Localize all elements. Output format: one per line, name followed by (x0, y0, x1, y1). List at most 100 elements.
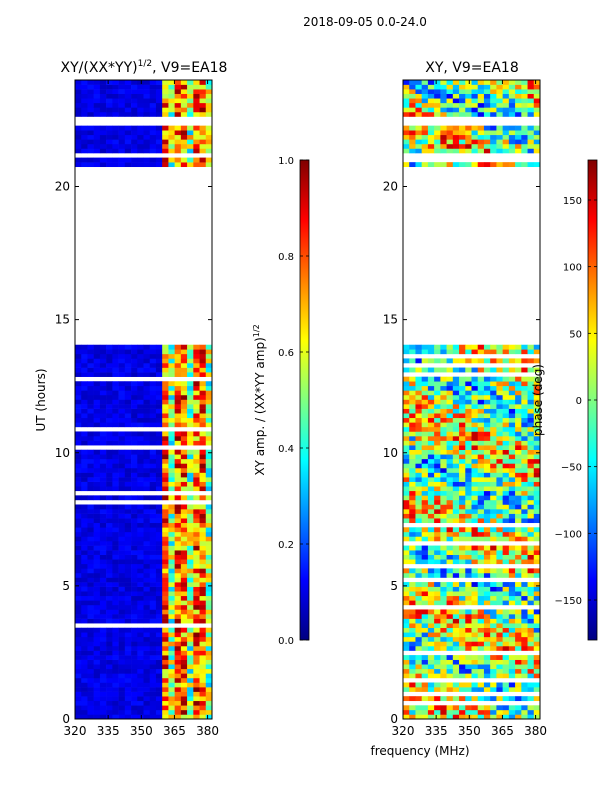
heatmap-cell (149, 404, 157, 409)
heatmap-cell (421, 527, 429, 533)
heatmap-cell (187, 636, 194, 642)
heatmap-cell (471, 641, 479, 647)
heatmap-cell (199, 531, 207, 537)
heatmap-cell (471, 586, 479, 592)
heatmap-cell (483, 600, 491, 606)
heatmap-cell (99, 111, 107, 117)
heatmap-cell (149, 440, 157, 446)
heatmap-cell (446, 687, 454, 692)
heatmap-cell (527, 93, 535, 99)
heatmap-cell (483, 614, 491, 619)
heatmap-cell (149, 650, 157, 656)
heatmap-cell (459, 527, 466, 533)
heatmap-cell (434, 645, 441, 651)
heatmap-cell (471, 513, 479, 519)
heatmap-cell (180, 504, 188, 510)
heatmap-cell (118, 358, 126, 364)
heatmap-cell (112, 417, 119, 423)
heatmap-cell (168, 148, 175, 154)
heatmap-cell (187, 687, 194, 692)
heatmap-cell (75, 714, 82, 720)
heatmap-cell (533, 632, 541, 638)
heatmap-cell (515, 655, 522, 660)
heatmap-cell (205, 614, 213, 619)
heatmap-cell (137, 636, 144, 642)
heatmap-cell (483, 125, 491, 131)
heatmap-cell (99, 705, 107, 711)
heatmap-cell (434, 600, 441, 606)
heatmap-cell (508, 130, 516, 136)
heatmap-cell (187, 531, 194, 537)
heatmap-cell (477, 682, 485, 688)
heatmap-cell (149, 157, 157, 163)
heatmap-cell (149, 84, 157, 90)
heatmap-cell (99, 513, 107, 519)
heatmap-cell (521, 554, 528, 560)
heatmap-cell (403, 586, 410, 592)
heatmap-cell (106, 522, 113, 528)
heatmap-cell (434, 709, 441, 715)
heatmap-cell (87, 477, 94, 482)
heatmap-cell (149, 417, 157, 423)
heatmap-cell (155, 645, 163, 651)
heatmap-cell (502, 458, 510, 464)
heatmap-cell (465, 705, 472, 711)
heatmap-cell (118, 696, 126, 702)
heatmap-cell (533, 417, 541, 423)
heatmap-cell (527, 130, 535, 136)
heatmap-cell (112, 531, 119, 537)
heatmap-cell (421, 344, 429, 350)
heatmap-cell (427, 454, 435, 460)
heatmap-cell (471, 344, 479, 350)
heatmap-cell (93, 595, 101, 601)
heatmap-cell (193, 134, 200, 140)
heatmap-cell (471, 111, 479, 117)
heatmap-cell (118, 449, 126, 455)
heatmap-cell (187, 614, 194, 619)
heatmap-cell (502, 527, 510, 533)
heatmap-cell (118, 440, 126, 446)
heatmap-cell (490, 93, 497, 99)
heatmap-cell (143, 431, 151, 437)
heatmap-cell (409, 641, 416, 647)
heatmap-cell (440, 668, 447, 674)
heatmap-cell (421, 162, 429, 168)
heatmap-cell (174, 353, 182, 359)
heatmap-cell (409, 518, 416, 524)
heatmap-cell (137, 80, 144, 85)
heatmap-cell (193, 93, 200, 99)
heatmap-cell (427, 404, 435, 409)
heatmap-cell (496, 344, 503, 350)
heatmap-cell (409, 572, 416, 578)
heatmap-cell (174, 472, 182, 478)
heatmap-cell (465, 572, 472, 578)
heatmap-cell (106, 84, 113, 90)
heatmap-cell (137, 595, 144, 601)
heatmap-cell (124, 413, 132, 419)
heatmap-cell (415, 682, 422, 688)
heatmap-cell (118, 385, 126, 391)
heatmap-cell (527, 404, 535, 409)
colorbar-tick-label: −100 (555, 529, 582, 540)
heatmap-cell (471, 486, 479, 492)
heatmap-cell (533, 143, 541, 149)
heatmap-cell (459, 641, 466, 647)
heatmap-cell (75, 80, 82, 85)
heatmap-cell (149, 394, 157, 400)
heatmap-cell (434, 381, 441, 387)
heatmap-cell (452, 436, 460, 441)
heatmap-cell (502, 93, 510, 99)
heatmap-cell (446, 595, 454, 601)
heatmap-cell (403, 344, 410, 350)
heatmap-cell (496, 454, 503, 460)
heatmap-cell (515, 422, 522, 428)
heatmap-cell (446, 130, 454, 136)
heatmap-cell (143, 518, 151, 524)
heatmap-cell (93, 691, 101, 697)
heatmap-cell (149, 632, 157, 638)
heatmap-cell (162, 381, 169, 387)
heatmap-cell (515, 394, 522, 400)
heatmap-cell (118, 139, 126, 145)
heatmap-cell (521, 102, 528, 108)
heatmap-cell (205, 422, 213, 428)
